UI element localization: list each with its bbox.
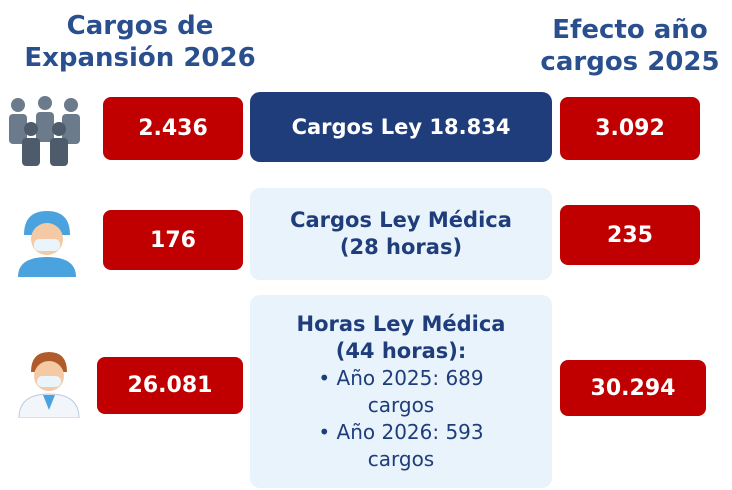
label-box: Horas Ley Médica (44 horas): • Año 2025:…	[250, 295, 552, 488]
label-box: Cargos Ley 18.834	[250, 92, 552, 162]
header-line: cargos 2025	[540, 47, 720, 77]
label-line: Cargos Ley 18.834	[291, 114, 511, 139]
bullet-text: Año 2025: 689	[336, 365, 484, 390]
value-box: 2.436	[103, 97, 243, 160]
bullet: • Año 2026: 593 cargos	[250, 419, 552, 473]
right-header: Efecto año cargos 2025	[525, 14, 732, 78]
bullet-line: cargos	[367, 392, 435, 417]
value-box: 176	[103, 210, 243, 270]
label-line: (44 horas):	[335, 338, 467, 363]
header-line: Cargos de	[66, 11, 214, 41]
label-line: (28 horas)	[339, 235, 463, 259]
value-box: 3.092	[560, 97, 700, 160]
left-header: Cargos de Expansión 2026	[0, 10, 280, 74]
header-line: Expansión 2026	[24, 43, 256, 73]
bullet-text: Año 2026: 593	[336, 419, 484, 444]
group-icon	[9, 96, 80, 166]
value-box: 26.081	[97, 357, 243, 414]
bullet-line: • Año 2025: 689	[318, 365, 484, 390]
nurse-icon	[18, 211, 76, 277]
label-box: Cargos Ley Médica (28 horas)	[250, 188, 552, 280]
bullet-line: cargos	[367, 446, 435, 471]
bullet-line: • Año 2026: 593	[318, 419, 484, 444]
value-box: 235	[560, 205, 700, 265]
label-line: Cargos Ley Médica	[290, 208, 512, 232]
value-box: 30.294	[560, 360, 706, 416]
label-line: Horas Ley Médica	[296, 311, 506, 336]
bullet: • Año 2025: 689 cargos	[250, 365, 552, 419]
header-line: Efecto año	[552, 15, 708, 45]
doctor-icon	[18, 352, 80, 418]
